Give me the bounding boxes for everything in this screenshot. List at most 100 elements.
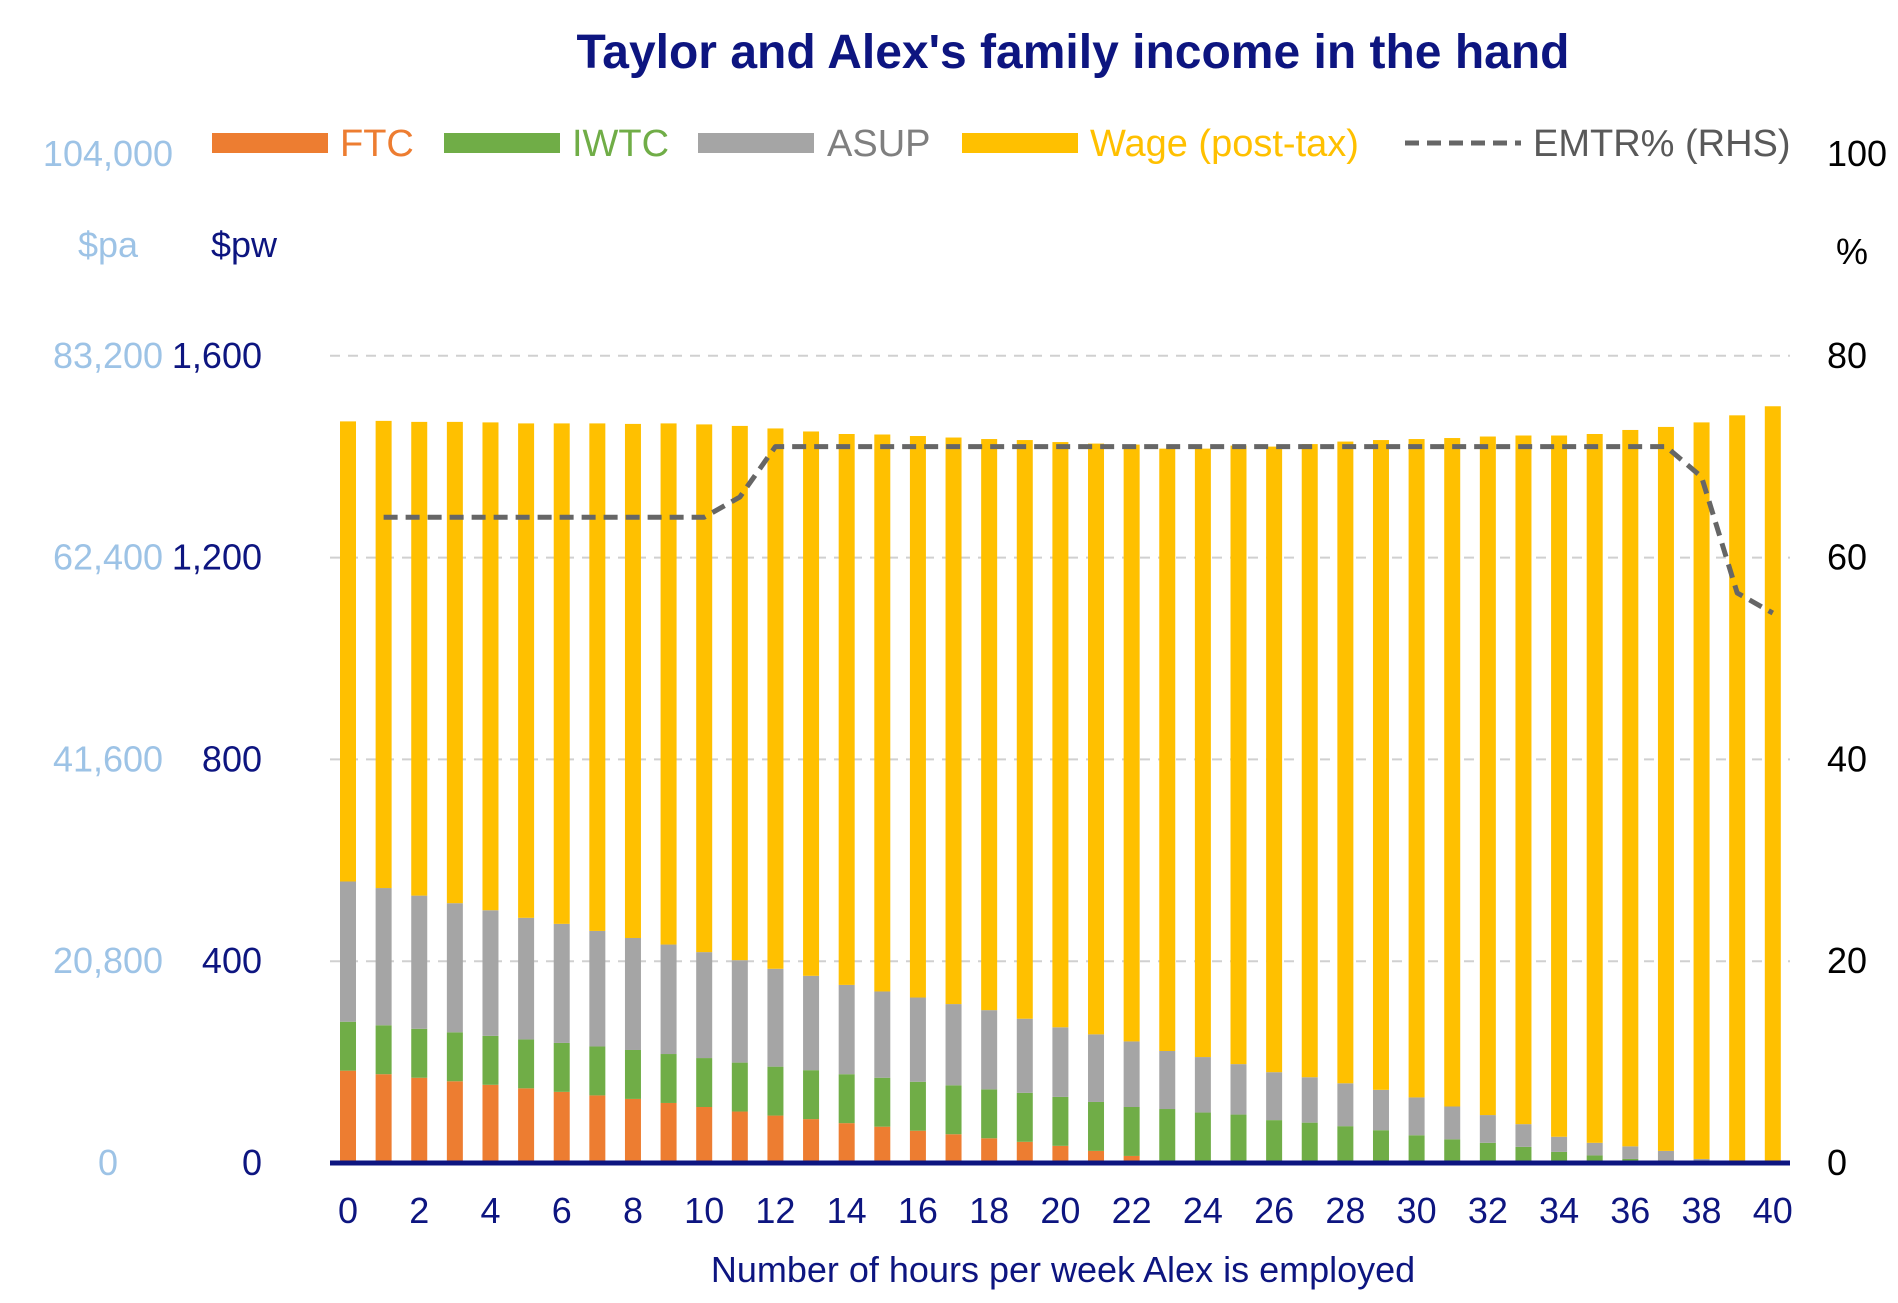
- bar-wage-post-tax-4: [482, 422, 499, 911]
- bar-iwtc-30: [1408, 1135, 1425, 1163]
- bar-wage-post-tax-20: [1052, 442, 1069, 1028]
- bar-iwtc-21: [1088, 1101, 1105, 1151]
- bar-asup-12: [767, 968, 784, 1067]
- bar-iwtc-17: [945, 1085, 962, 1135]
- bar-wage-post-tax-8: [624, 423, 641, 938]
- bar-wage-post-tax-6: [553, 423, 570, 924]
- bar-wage-post-tax-39: [1729, 415, 1746, 1162]
- bar-iwtc-4: [482, 1035, 499, 1085]
- bar-ftc-8: [624, 1098, 641, 1163]
- bar-asup-2: [411, 895, 428, 1029]
- bar-wage-post-tax-16: [909, 436, 926, 998]
- bar-wage-post-tax-37: [1657, 426, 1674, 1151]
- bar-wage-post-tax-9: [660, 423, 677, 945]
- y-tick-pa-1: 20,800: [53, 940, 163, 981]
- bar-wage-post-tax-17: [945, 437, 962, 1005]
- bar-wage-post-tax-26: [1266, 446, 1283, 1073]
- legend-label-wage-post-tax: Wage (post-tax): [1090, 123, 1359, 165]
- bar-asup-17: [945, 1004, 962, 1086]
- bar-asup-11: [731, 960, 748, 1063]
- y-axis-label-pw: $pw: [211, 224, 278, 265]
- y-tick-pw-0: 0: [242, 1142, 262, 1183]
- bar-asup-36: [1622, 1146, 1639, 1159]
- bar-wage-post-tax-23: [1159, 448, 1176, 1052]
- bar-ftc-2: [411, 1077, 428, 1163]
- bar-wage-post-tax-13: [803, 431, 820, 976]
- bar-asup-27: [1301, 1077, 1318, 1123]
- bar-asup-33: [1515, 1124, 1532, 1147]
- bar-asup-24: [1194, 1057, 1211, 1113]
- bar-ftc-7: [589, 1095, 606, 1163]
- bar-asup-7: [589, 930, 606, 1047]
- bar-wage-post-tax-7: [589, 423, 606, 931]
- bar-asup-6: [553, 923, 570, 1043]
- bar-ftc-16: [909, 1130, 926, 1163]
- bar-ftc-20: [1052, 1145, 1069, 1163]
- legend-label-asup: ASUP: [827, 123, 930, 165]
- bar-asup-30: [1408, 1097, 1425, 1136]
- x-tick-14: 14: [827, 1190, 867, 1231]
- y-tick-right-0: 0: [1827, 1142, 1847, 1183]
- x-tick-34: 34: [1539, 1190, 1579, 1231]
- y-tick-pa-3: 62,400: [53, 537, 163, 578]
- bar-asup-8: [624, 937, 641, 1050]
- x-tick-6: 6: [552, 1190, 572, 1231]
- bar-ftc-15: [874, 1126, 891, 1163]
- bar-iwtc-33: [1515, 1146, 1532, 1163]
- bar-ftc-3: [446, 1081, 463, 1163]
- x-tick-24: 24: [1183, 1190, 1223, 1231]
- y-tick-right-4: 80: [1827, 335, 1867, 376]
- y-tick-pw-1: 400: [202, 940, 262, 981]
- y-tick-right-2: 40: [1827, 738, 1867, 779]
- bar-ftc-10: [696, 1107, 713, 1163]
- x-tick-22: 22: [1112, 1190, 1152, 1231]
- bar-asup-4: [482, 910, 499, 1036]
- y-axis-label-pa: $pa: [78, 224, 139, 265]
- emtr-line: [383, 444, 1775, 616]
- x-tick-30: 30: [1397, 1190, 1437, 1231]
- bar-asup-25: [1230, 1064, 1247, 1115]
- bar-wage-post-tax-18: [981, 439, 998, 1011]
- bar-asup-1: [375, 888, 392, 1026]
- bar-wage-post-tax-21: [1088, 443, 1105, 1035]
- bar-ftc-14: [838, 1123, 855, 1163]
- y-tick-right-1: 20: [1827, 940, 1867, 981]
- legend-label-iwtc: IWTC: [572, 123, 669, 165]
- bar-asup-20: [1052, 1027, 1069, 1097]
- bar-ftc-1: [375, 1074, 392, 1163]
- legend-swatch-iwtc: [444, 133, 560, 153]
- bar-wage-post-tax-14: [838, 433, 855, 985]
- bar-wage-post-tax-5: [518, 423, 535, 918]
- legend-label-ftc: FTC: [340, 123, 414, 165]
- x-tick-8: 8: [623, 1190, 643, 1231]
- y-tick-pw-4: 1,600: [172, 335, 262, 376]
- x-tick-2: 2: [409, 1190, 429, 1231]
- y-tick-right-5: 100: [1827, 133, 1887, 174]
- x-tick-26: 26: [1254, 1190, 1294, 1231]
- bar-wage-post-tax-31: [1444, 438, 1461, 1107]
- bar-iwtc-7: [589, 1046, 606, 1096]
- bar-wage-post-tax-22: [1123, 444, 1140, 1042]
- bar-wage-post-tax-12: [767, 428, 784, 969]
- bar-ftc-21: [1088, 1150, 1105, 1163]
- bar-ftc-13: [803, 1119, 820, 1163]
- bar-asup-16: [909, 997, 926, 1082]
- bar-asup-18: [981, 1010, 998, 1090]
- bar-iwtc-16: [909, 1081, 926, 1131]
- y-tick-pw-3: 1,200: [172, 537, 262, 578]
- x-tick-12: 12: [755, 1190, 795, 1231]
- bar-iwtc-13: [803, 1070, 820, 1120]
- bar-iwtc-6: [553, 1042, 570, 1092]
- bar-asup-0: [340, 881, 356, 1022]
- x-tick-0: 0: [338, 1190, 358, 1231]
- bar-iwtc-10: [696, 1058, 713, 1108]
- bar-asup-14: [838, 984, 855, 1075]
- bar-wage-post-tax-32: [1479, 436, 1496, 1116]
- bar-iwtc-19: [1016, 1092, 1033, 1142]
- emtr-line-layer: [383, 444, 1775, 616]
- bar-wage-post-tax-29: [1372, 440, 1389, 1090]
- bar-iwtc-26: [1266, 1120, 1283, 1163]
- bar-ftc-9: [660, 1102, 677, 1163]
